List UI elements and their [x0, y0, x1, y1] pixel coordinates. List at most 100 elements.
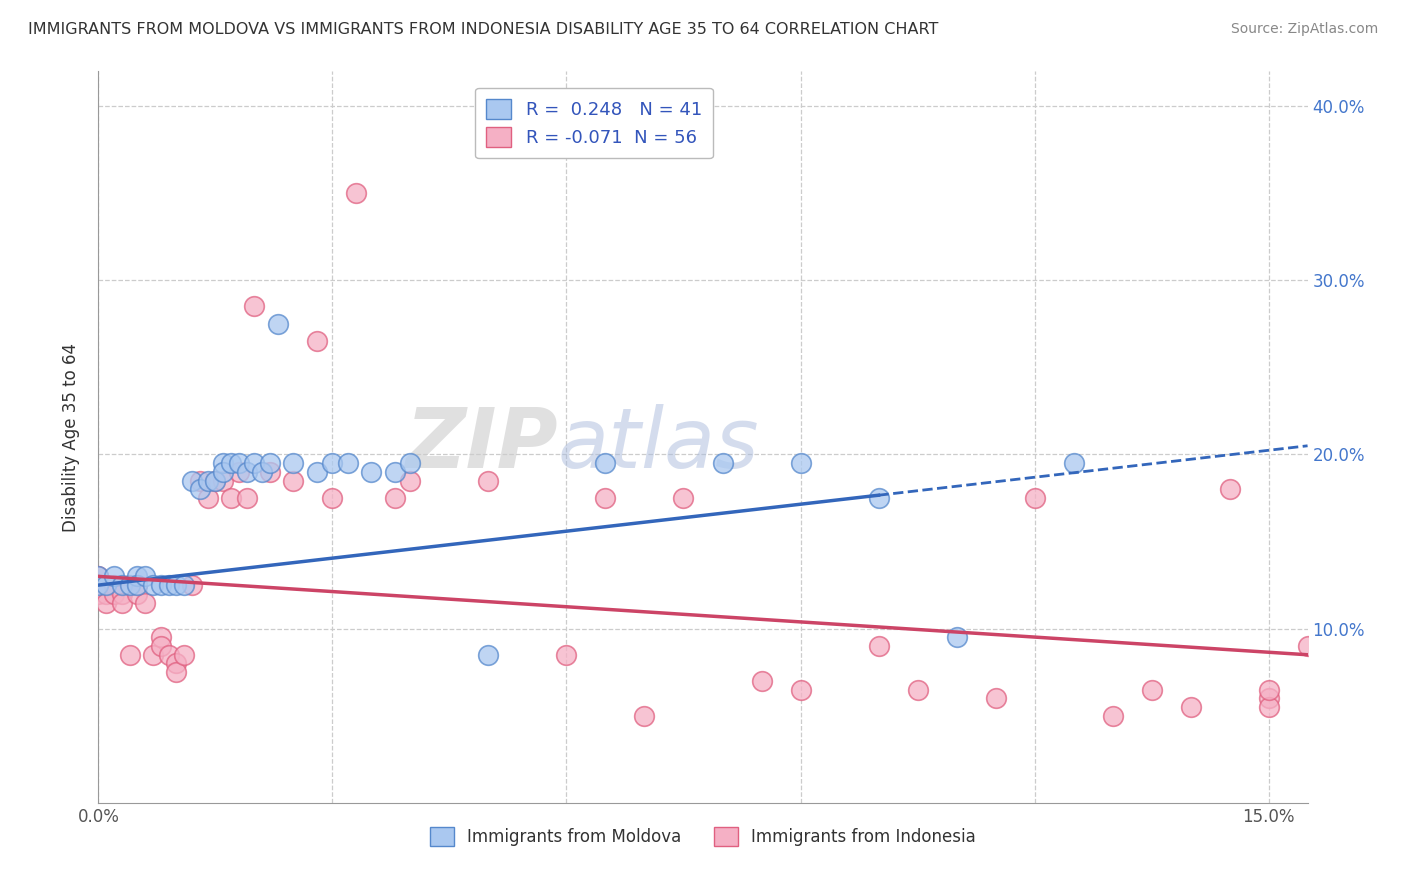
Point: [87, 569, 110, 583]
Point: [87, 578, 110, 592]
Point: [672, 491, 695, 505]
Point: [321, 456, 343, 470]
Point: [789, 682, 811, 697]
Point: [197, 474, 219, 488]
Legend: Immigrants from Moldova, Immigrants from Indonesia: Immigrants from Moldova, Immigrants from…: [423, 821, 983, 853]
Point: [360, 465, 382, 479]
Point: [305, 465, 328, 479]
Point: [181, 578, 204, 592]
Point: [1257, 700, 1279, 714]
Point: [219, 456, 242, 470]
Point: [96, 578, 118, 592]
Point: [111, 578, 134, 592]
Point: [111, 595, 134, 609]
Point: [127, 587, 149, 601]
Point: [243, 300, 266, 314]
Point: [96, 587, 118, 601]
Point: [103, 569, 125, 583]
Point: [134, 595, 156, 609]
Point: [103, 578, 125, 592]
Point: [984, 691, 1007, 706]
Point: [1296, 639, 1319, 653]
Point: [142, 648, 165, 662]
Point: [228, 465, 250, 479]
Point: [157, 648, 180, 662]
Point: [87, 578, 110, 592]
Point: [149, 631, 172, 645]
Point: [595, 456, 617, 470]
Point: [204, 474, 226, 488]
Point: [477, 474, 499, 488]
Point: [118, 578, 141, 592]
Point: [751, 673, 773, 688]
Point: [1140, 682, 1163, 697]
Point: [1101, 708, 1123, 723]
Point: [321, 491, 343, 505]
Point: [1024, 491, 1046, 505]
Point: [197, 491, 219, 505]
Point: [1257, 682, 1279, 697]
Point: [188, 474, 211, 488]
Point: [344, 186, 367, 201]
Point: [235, 465, 257, 479]
Point: [173, 648, 195, 662]
Text: IMMIGRANTS FROM MOLDOVA VS IMMIGRANTS FROM INDONESIA DISABILITY AGE 35 TO 64 COR: IMMIGRANTS FROM MOLDOVA VS IMMIGRANTS FR…: [28, 22, 938, 37]
Point: [384, 465, 406, 479]
Point: [399, 474, 422, 488]
Point: [165, 578, 187, 592]
Point: [219, 491, 242, 505]
Point: [243, 456, 266, 470]
Point: [228, 456, 250, 470]
Point: [118, 648, 141, 662]
Point: [181, 474, 204, 488]
Text: ZIP: ZIP: [405, 404, 558, 485]
Point: [283, 456, 305, 470]
Point: [399, 456, 422, 470]
Point: [555, 648, 578, 662]
Point: [633, 708, 655, 723]
Point: [204, 474, 226, 488]
Point: [945, 631, 967, 645]
Point: [907, 682, 929, 697]
Point: [1063, 456, 1085, 470]
Point: [127, 578, 149, 592]
Point: [868, 491, 890, 505]
Point: [1180, 700, 1202, 714]
Point: [173, 578, 195, 592]
Point: [267, 317, 290, 331]
Point: [149, 639, 172, 653]
Point: [111, 587, 134, 601]
Point: [283, 474, 305, 488]
Point: [149, 578, 172, 592]
Point: [711, 456, 734, 470]
Point: [259, 465, 281, 479]
Point: [789, 456, 811, 470]
Point: [142, 578, 165, 592]
Point: [212, 456, 235, 470]
Point: [127, 578, 149, 592]
Point: [384, 491, 406, 505]
Point: [235, 491, 257, 505]
Point: [259, 456, 281, 470]
Point: [1219, 483, 1241, 497]
Point: [212, 465, 235, 479]
Point: [1257, 691, 1279, 706]
Point: [305, 334, 328, 349]
Point: [337, 456, 360, 470]
Point: [477, 648, 499, 662]
Y-axis label: Disability Age 35 to 64: Disability Age 35 to 64: [62, 343, 80, 532]
Point: [188, 483, 211, 497]
Point: [96, 595, 118, 609]
Point: [165, 657, 187, 671]
Text: atlas: atlas: [558, 404, 759, 485]
Point: [103, 587, 125, 601]
Point: [87, 587, 110, 601]
Point: [87, 569, 110, 583]
Point: [868, 639, 890, 653]
Text: Source: ZipAtlas.com: Source: ZipAtlas.com: [1230, 22, 1378, 37]
Point: [96, 578, 118, 592]
Point: [212, 474, 235, 488]
Point: [252, 465, 274, 479]
Point: [595, 491, 617, 505]
Point: [157, 578, 180, 592]
